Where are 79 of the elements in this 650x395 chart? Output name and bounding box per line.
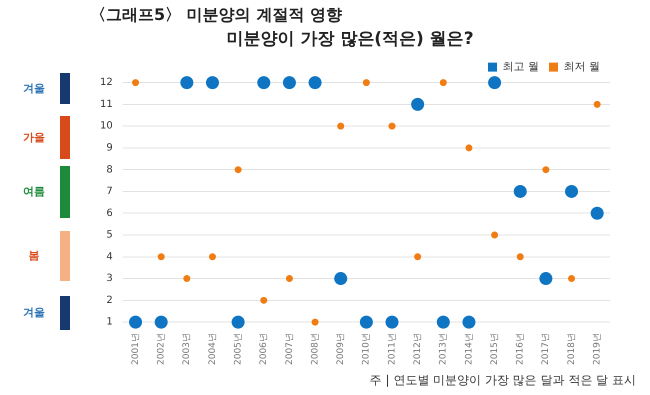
text: 가을: [22, 130, 46, 146]
y-tick-label: 2: [106, 294, 113, 306]
point: [337, 122, 344, 130]
point: [542, 166, 550, 174]
text: 겨울: [22, 304, 46, 321]
y-tick-label: 5: [106, 230, 113, 241]
x-tick-label: 2007년: [284, 333, 295, 365]
legend-label: 최고 월: [502, 60, 540, 73]
x-tick-label: 2010년: [362, 333, 372, 365]
x-tick-label: 2003년: [182, 333, 192, 365]
x-tick-label: 2012년: [413, 333, 423, 365]
point: [206, 76, 219, 90]
y-tick-label: 9: [106, 142, 113, 154]
point: [462, 316, 476, 329]
text: 주 | 연도별 미분양이 가장 많은 달과 적은 달 표시: [370, 372, 636, 389]
y-tick-label: 4: [106, 251, 113, 262]
y-tick-label: 1: [106, 316, 113, 328]
chart-title: 〈그래프5〉 미분양의 계절적 영향: [90, 4, 342, 24]
point: [590, 206, 604, 220]
x-tick-label: 2016년: [516, 333, 526, 365]
point: [180, 76, 194, 90]
point: [568, 275, 576, 282]
point: [516, 253, 524, 260]
point: [388, 122, 396, 130]
x-tick-label: 2004년: [208, 333, 218, 365]
y-tick-label: 7: [106, 186, 113, 198]
y-tick-label: 8: [106, 164, 113, 176]
point: [232, 316, 245, 329]
y-tick-label: 12: [100, 77, 113, 88]
point: [282, 76, 296, 90]
point: [208, 253, 216, 260]
point: [465, 144, 472, 152]
point: [488, 76, 502, 90]
x-tick-label: 2014년: [464, 333, 474, 365]
point: [154, 316, 168, 329]
point: [491, 232, 498, 239]
point: [594, 100, 601, 108]
x-tick-label: 2019년: [592, 333, 603, 365]
point: [565, 184, 578, 198]
point: [362, 79, 370, 86]
point: [158, 253, 165, 260]
point: [334, 272, 348, 286]
point: [183, 275, 190, 282]
x-tick-label: 2008년: [310, 333, 320, 365]
y-tick-label: 11: [100, 98, 113, 110]
text: 봄: [28, 248, 40, 264]
text: 겨울: [22, 80, 46, 97]
point: [286, 275, 293, 282]
y-tick-label: 3: [106, 273, 113, 284]
y-tick-label: 6: [106, 208, 113, 219]
x-tick-label: 2013년: [438, 333, 449, 365]
point: [260, 296, 268, 304]
x-tick-label: 2011년: [387, 333, 398, 365]
point: [440, 79, 447, 86]
point: [234, 166, 242, 174]
x-tick-label: 2015년: [490, 333, 500, 365]
point: [129, 316, 142, 329]
point: [257, 76, 270, 90]
x-tick-label: 2006년: [259, 333, 270, 365]
point: [360, 316, 373, 329]
x-tick-label: 2005년: [233, 333, 244, 365]
legend-label: 최저 월: [564, 60, 600, 73]
x-tick-label: 2018년: [566, 333, 577, 365]
y-tick-label: 10: [100, 120, 113, 132]
point: [386, 316, 399, 329]
point: [411, 98, 424, 111]
chart-subtitle: 미분양이 가장 많은(적은) 월은?: [226, 28, 474, 49]
x-tick-label: 2017년: [541, 333, 552, 365]
text: 여름: [22, 184, 46, 200]
point: [132, 79, 140, 86]
x-tick-label: 2009년: [336, 333, 346, 365]
point: [414, 253, 422, 260]
point: [539, 272, 552, 286]
point: [436, 316, 450, 329]
x-tick-label: 2001년: [130, 333, 141, 365]
x-tick-label: 2002년: [156, 333, 167, 365]
point: [514, 184, 527, 198]
point: [312, 318, 319, 326]
point: [308, 76, 322, 90]
